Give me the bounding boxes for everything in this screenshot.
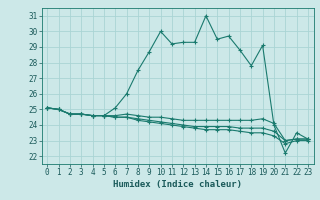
X-axis label: Humidex (Indice chaleur): Humidex (Indice chaleur) [113,180,242,189]
